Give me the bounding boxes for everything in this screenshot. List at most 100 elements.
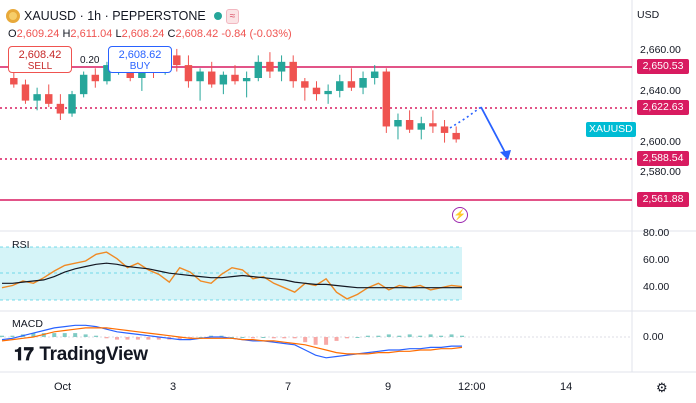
macd-hist-bar bbox=[104, 337, 109, 339]
ohlc-o-label: O bbox=[8, 28, 17, 40]
macd-hist-bar bbox=[198, 337, 203, 338]
candle-body[interactable] bbox=[382, 71, 391, 127]
x-tick-7: 7 bbox=[285, 381, 292, 393]
candle-body[interactable] bbox=[184, 65, 193, 82]
candle-body[interactable] bbox=[452, 132, 460, 140]
ohlc-c-label: C bbox=[167, 28, 176, 40]
candle-body[interactable] bbox=[33, 94, 41, 101]
candle-body[interactable] bbox=[242, 78, 251, 82]
forecast-arrow-line[interactable] bbox=[480, 106, 509, 159]
candle-body[interactable] bbox=[394, 120, 402, 127]
candle-body[interactable] bbox=[45, 94, 53, 104]
candles-group bbox=[10, 48, 460, 143]
settings-gear-icon[interactable]: ⚙ bbox=[656, 380, 668, 395]
ohlc-legend: O2,609.24 H2,611.04 L2,608.24 C2,608.42 … bbox=[8, 28, 292, 40]
macd-hist-bar bbox=[386, 334, 391, 337]
level-label-2650[interactable]: 2,650.53 bbox=[637, 59, 689, 74]
y-tick-2600: 2,600.00 bbox=[640, 136, 681, 148]
candle-body[interactable] bbox=[324, 90, 332, 95]
macd-tick-0: 0.00 bbox=[643, 331, 664, 343]
candle-body[interactable] bbox=[277, 61, 286, 72]
macd-signal-line[interactable] bbox=[1, 327, 463, 355]
candle-body[interactable] bbox=[429, 123, 437, 127]
candle-body[interactable] bbox=[196, 71, 204, 82]
candle-body[interactable] bbox=[359, 78, 367, 88]
candle-body[interactable] bbox=[312, 87, 321, 95]
flash-icon[interactable]: ⚡ bbox=[452, 207, 468, 223]
candle-body[interactable] bbox=[405, 120, 414, 130]
candle-body[interactable] bbox=[103, 65, 111, 82]
macd-hist-bar bbox=[439, 335, 444, 337]
macd-hist-bar bbox=[449, 334, 454, 337]
spread-value: 0.20 bbox=[80, 55, 100, 66]
x-tick-oct: Oct bbox=[54, 381, 72, 393]
candle-body[interactable] bbox=[21, 84, 30, 101]
candle-body[interactable] bbox=[301, 81, 309, 88]
ohlc-open: 2,609.24 bbox=[16, 28, 60, 40]
macd-hist-bar bbox=[230, 337, 234, 338]
candle-body[interactable] bbox=[219, 74, 228, 85]
tradingview-logo-text: TradingView bbox=[39, 344, 148, 365]
macd-hist-bar bbox=[282, 337, 287, 339]
candle-body[interactable] bbox=[347, 81, 356, 88]
candle-body[interactable] bbox=[417, 123, 425, 130]
macd-hist-bar bbox=[219, 335, 224, 337]
candle-body[interactable] bbox=[68, 94, 76, 114]
x-tick-14: 14 bbox=[560, 381, 573, 393]
sell-price: 2,608.42 bbox=[18, 49, 62, 61]
candle-body[interactable] bbox=[254, 61, 263, 78]
ohlc-low: 2,608.24 bbox=[121, 28, 165, 40]
candle-body[interactable] bbox=[231, 74, 239, 82]
gold-coin-icon bbox=[6, 9, 20, 23]
macd-hist-bar bbox=[345, 337, 349, 339]
candle-body[interactable] bbox=[336, 81, 344, 91]
macd-hist-bar bbox=[250, 337, 255, 339]
macd-hist-bar bbox=[324, 337, 329, 345]
candle-body[interactable] bbox=[440, 126, 449, 133]
candle-body[interactable] bbox=[10, 78, 18, 85]
macd-hist-bar bbox=[313, 337, 318, 345]
badge-alt[interactable]: ≈ bbox=[225, 8, 240, 24]
currency-selector[interactable]: USD bbox=[637, 9, 660, 21]
macd-hist-bar bbox=[303, 337, 308, 343]
macd-hist-bar bbox=[94, 335, 99, 337]
macd-hist-bar bbox=[334, 337, 339, 341]
market-open-icon bbox=[213, 12, 222, 20]
candle-body[interactable] bbox=[207, 71, 216, 85]
ohlc-l-label: L bbox=[115, 28, 122, 40]
candle-body[interactable] bbox=[138, 68, 146, 78]
rsi-tick-60: 60.00 bbox=[643, 254, 670, 266]
rsi-ma-line[interactable] bbox=[2, 262, 462, 289]
macd-label[interactable]: MACD bbox=[12, 318, 43, 330]
macd-hist-bar bbox=[0, 335, 4, 337]
candle-body[interactable] bbox=[289, 61, 297, 82]
macd-hist-bar bbox=[292, 337, 297, 339]
symbol-header[interactable]: XAUUSD · 1h · PEPPERSTONE ≈ bbox=[6, 6, 240, 26]
macd-hist-bar bbox=[73, 333, 78, 337]
level-label-2588[interactable]: 2,588.54 bbox=[637, 151, 689, 166]
candle-body[interactable] bbox=[79, 74, 88, 95]
symbol-price-tag: XAUUSD bbox=[586, 122, 636, 137]
macd-hist-bar bbox=[135, 337, 140, 340]
candle-body[interactable] bbox=[91, 74, 100, 82]
macd-hist-bar bbox=[376, 335, 381, 337]
rsi-label[interactable]: RSI bbox=[12, 239, 30, 251]
tradingview-logo: 𝟏𝟕 TradingView bbox=[14, 344, 148, 366]
level-label-2561[interactable]: 2,561.88 bbox=[637, 192, 689, 207]
y-tick-2580: 2,580.00 bbox=[640, 166, 681, 178]
macd-hist-bar bbox=[188, 337, 193, 339]
ohlc-change: -0.84 (-0.03%) bbox=[221, 28, 292, 40]
candle-body[interactable] bbox=[173, 55, 181, 66]
macd-hist-bar bbox=[10, 335, 15, 337]
sell-button[interactable]: 2,608.42 SELL bbox=[8, 46, 72, 73]
macd-hist-bar bbox=[177, 337, 182, 340]
candle-body[interactable] bbox=[266, 61, 274, 72]
level-label-2622[interactable]: 2,622.63 bbox=[637, 100, 689, 115]
candle-body[interactable] bbox=[370, 71, 379, 78]
macd-hist-bar bbox=[240, 337, 245, 338]
buy-button[interactable]: 2,608.62 BUY bbox=[108, 46, 172, 73]
symbol-title[interactable]: XAUUSD · 1h · PEPPERSTONE bbox=[24, 9, 206, 23]
forecast-dotted-line[interactable] bbox=[449, 106, 482, 129]
candle-body[interactable] bbox=[56, 103, 65, 114]
